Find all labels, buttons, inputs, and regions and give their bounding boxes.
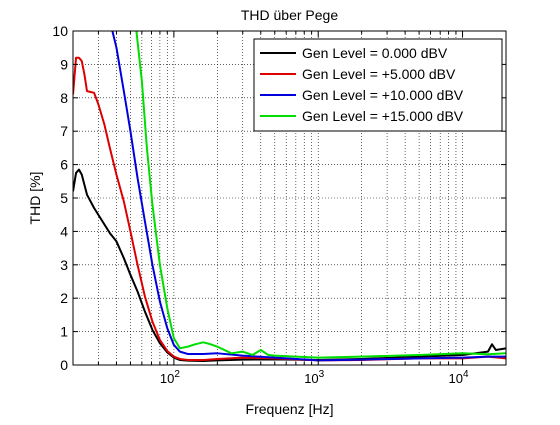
y-tick-label: 2 [60, 290, 68, 306]
y-tick-label: 9 [60, 56, 68, 72]
series-line-3 [135, 31, 506, 359]
y-tick-label: 3 [60, 257, 68, 273]
y-axis-label: THD [%] [27, 172, 43, 225]
x-tick-label: 104 [449, 369, 469, 386]
legend-label-0: Gen Level = 0.000 dBV [302, 45, 448, 61]
legend: Gen Level = 0.000 dBV Gen Level = +5.000 … [253, 38, 503, 132]
y-tick-label: 4 [60, 223, 68, 239]
x-tick-label: 103 [304, 369, 324, 386]
y-tick-label: 10 [52, 23, 68, 39]
x-tick-label: 102 [160, 369, 180, 386]
y-tick-label: 8 [60, 90, 68, 106]
y-tick-label: 5 [60, 190, 68, 206]
axis-ticks: 0 1 2 3 4 5 6 7 8 9 10 102 103 104 [52, 23, 506, 386]
y-tick-label: 0 [60, 357, 68, 373]
y-tick-label: 6 [60, 157, 68, 173]
y-tick-label: 1 [60, 324, 68, 340]
series-line-2 [111, 31, 506, 362]
legend-label-3: Gen Level = +15.000 dBV [302, 108, 464, 124]
series-line-0 [73, 168, 506, 362]
y-tick-label: 7 [60, 123, 68, 139]
legend-label-1: Gen Level = +5.000 dBV [302, 66, 456, 82]
x-axis-label: Frequenz [Hz] [246, 401, 334, 417]
chart-title: THD über Pege [241, 7, 338, 23]
legend-label-2: Gen Level = +10.000 dBV [302, 87, 464, 103]
